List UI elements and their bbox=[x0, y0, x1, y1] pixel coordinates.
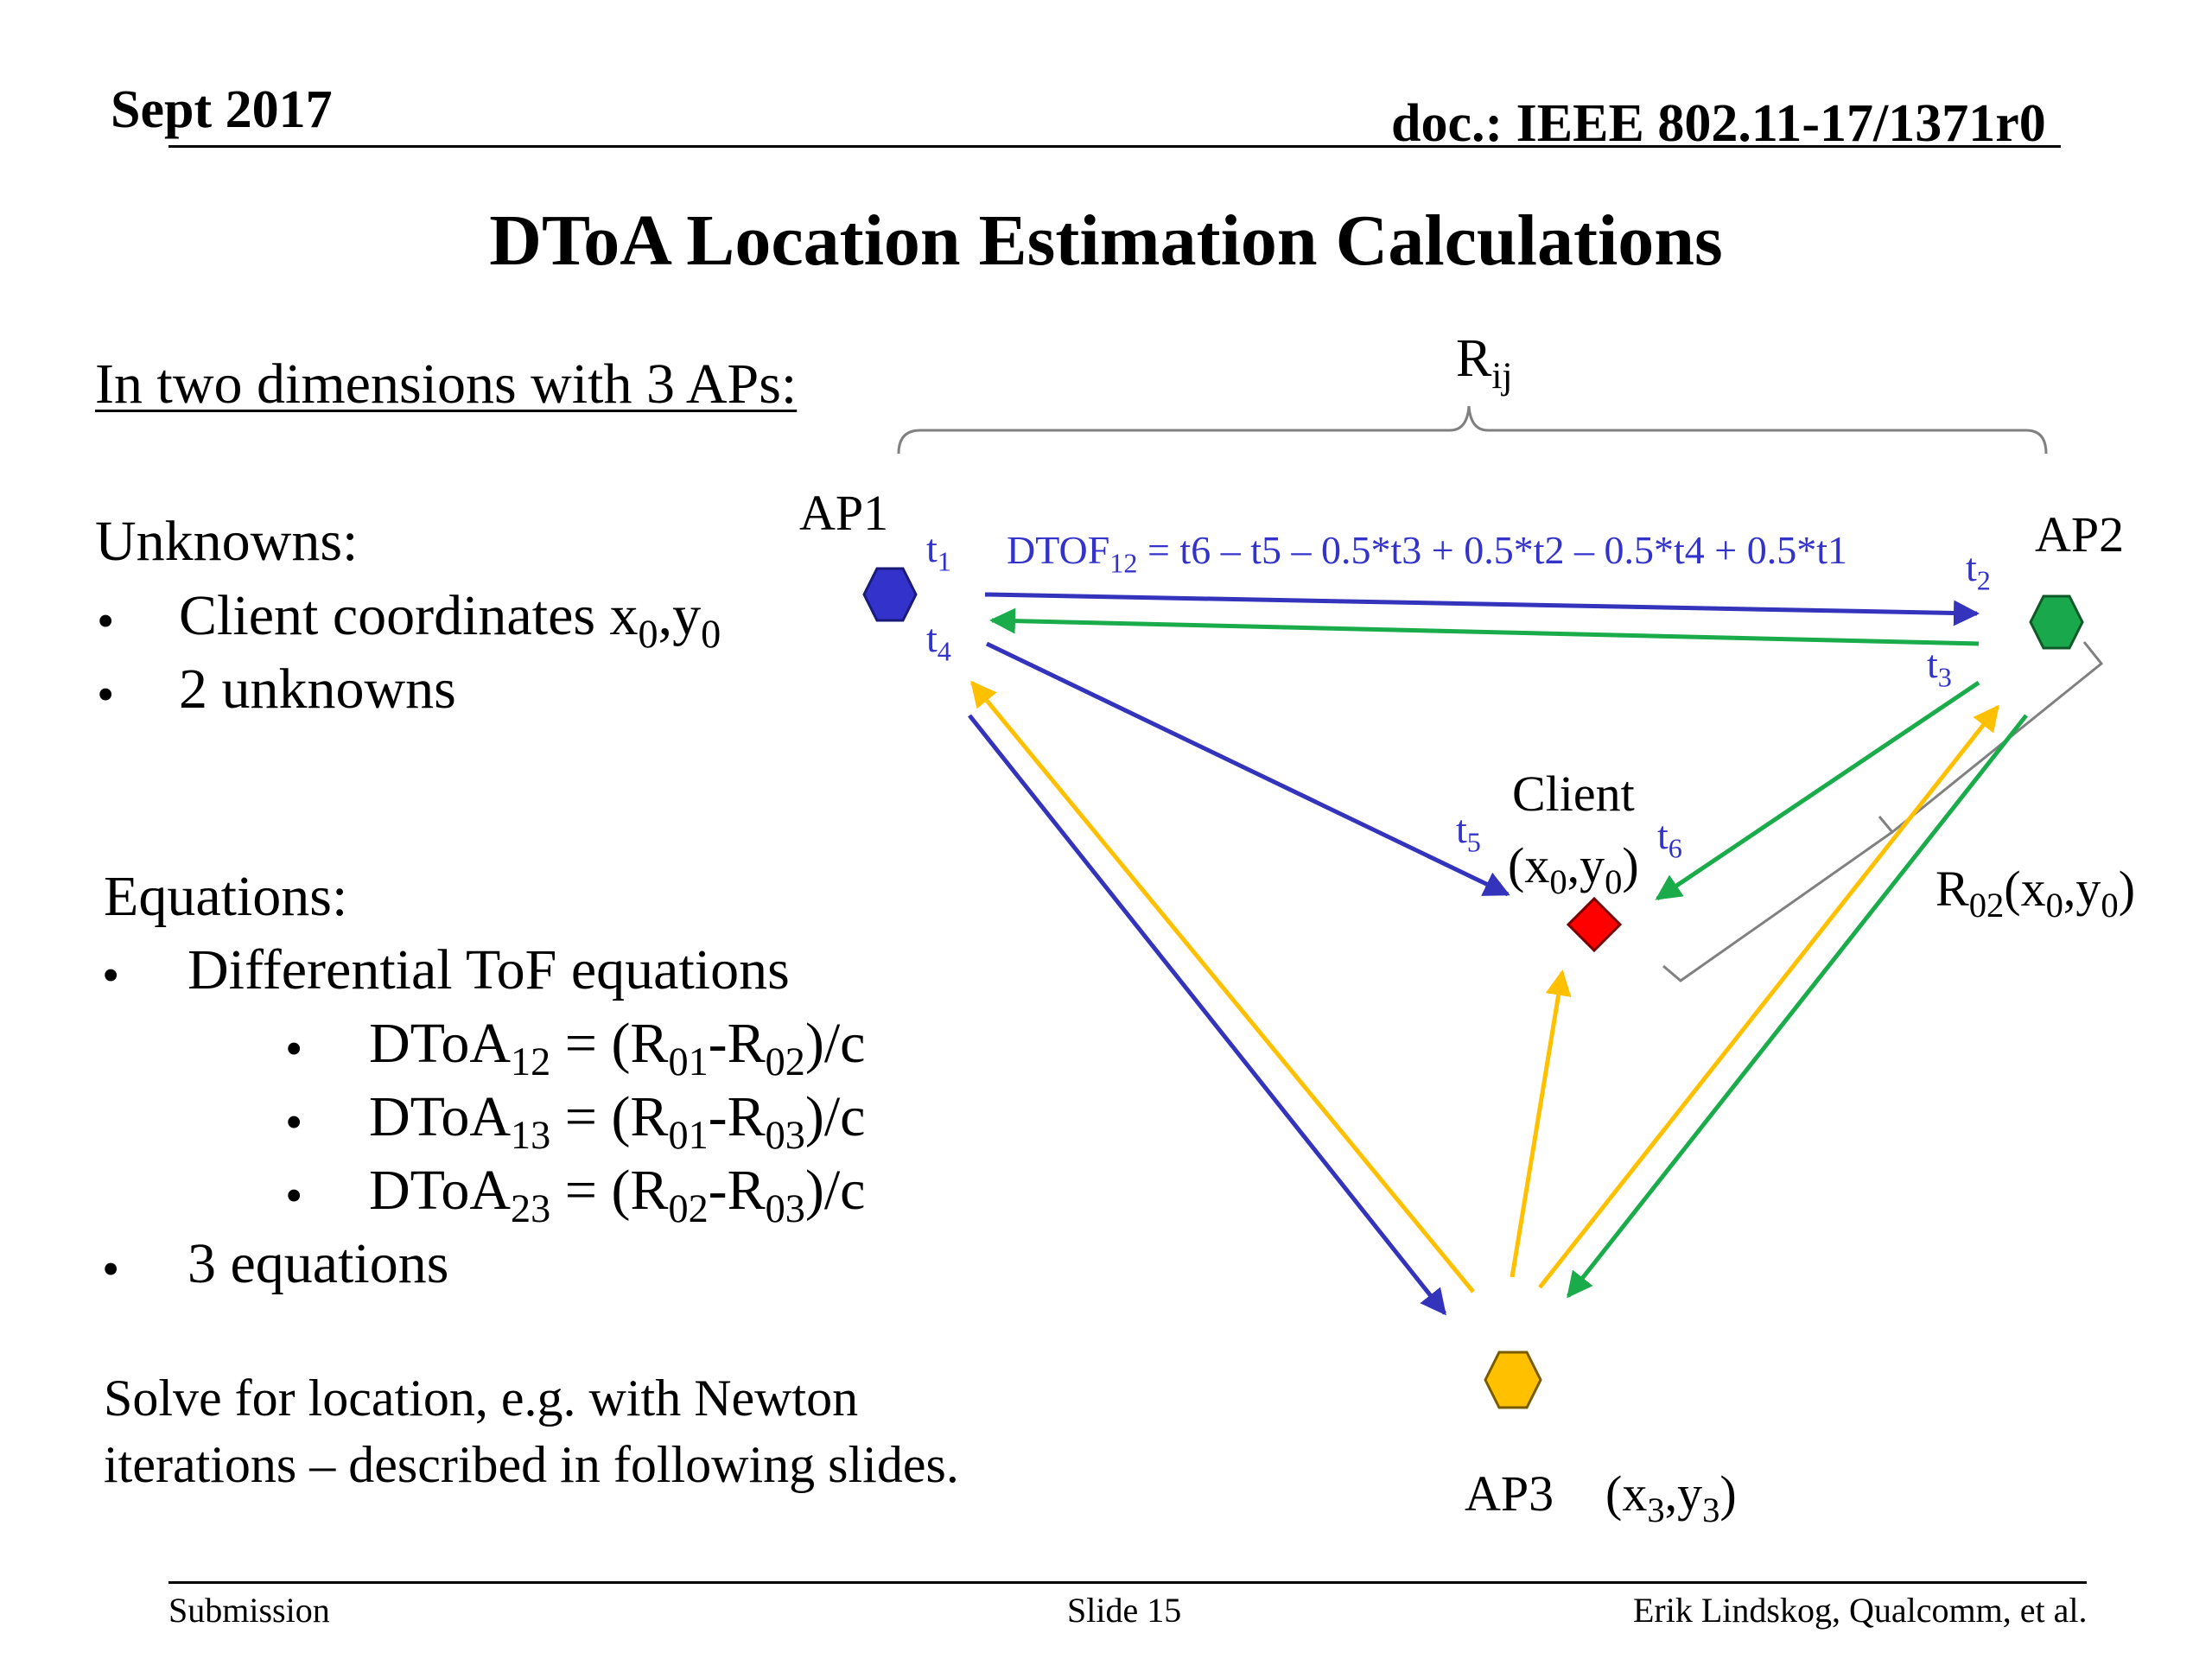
t4-label: t4 bbox=[926, 616, 951, 667]
r02-label: R02(x0,y0) bbox=[1936, 861, 2136, 925]
ap2-label: AP2 bbox=[2035, 506, 2125, 563]
slide-title: DToA Location Estimation Calculations bbox=[489, 200, 1723, 281]
t5-label: t5 bbox=[1456, 807, 1481, 858]
unknown-item-coordinates: Client coordinates x0,y0 bbox=[179, 584, 721, 656]
arrow-ap2-to-ap1 bbox=[989, 607, 1980, 646]
client-label: Client bbox=[1512, 766, 1635, 822]
unknowns-heading: Unknowns: bbox=[95, 510, 359, 573]
ap3-label: AP3 bbox=[1465, 1465, 1554, 1522]
arrow-ap1-to-ap3 bbox=[968, 714, 1446, 1316]
header-doc-id: doc.: IEEE 802.11-17/1371r0 bbox=[1391, 94, 2046, 153]
equations-heading: Equations: bbox=[104, 865, 348, 928]
t6-label: t6 bbox=[1657, 813, 1682, 864]
equation-item-dtof: Differential ToF equations bbox=[188, 938, 790, 1001]
t2-label: t2 bbox=[1966, 545, 1991, 596]
solve-text-line2: iterations – described in following slid… bbox=[104, 1436, 959, 1493]
arrow-ap3-to-client bbox=[1510, 969, 1572, 1278]
footer-slide-number: Slide 15 bbox=[1067, 1591, 1182, 1630]
bullet-dot: • bbox=[285, 1094, 303, 1150]
arrow-ap1-to-client bbox=[985, 641, 1510, 897]
footer-rule bbox=[168, 1581, 2087, 1584]
arrow-ap3-to-ap2 bbox=[1538, 704, 1999, 1289]
bullet-dot: • bbox=[102, 947, 120, 1003]
header-date: Sept 2017 bbox=[111, 80, 333, 139]
equation-item-count: 3 equations bbox=[188, 1232, 449, 1295]
unknown-item-count: 2 unknowns bbox=[179, 658, 456, 721]
intro-text: In two dimensions with 3 APs: bbox=[95, 353, 798, 416]
rij-bracket bbox=[897, 405, 2048, 454]
solve-text-line1: Solve for location, e.g. with Newton bbox=[104, 1370, 859, 1427]
t3-label: t3 bbox=[1927, 642, 1952, 693]
arrow-ap1-to-ap2 bbox=[984, 592, 1980, 626]
arrow-ap3-to-ap1 bbox=[970, 680, 1475, 1294]
ap1-label: AP1 bbox=[799, 485, 889, 541]
t1-label: t1 bbox=[926, 526, 951, 577]
client-node bbox=[1566, 896, 1623, 953]
ap2-node bbox=[2029, 594, 2084, 650]
ap3-coordinates: (x3,y3) bbox=[1605, 1465, 1737, 1529]
bullet-dot: • bbox=[285, 1167, 303, 1224]
equation-dtoa-23: DToA23 = (R02-R03)/c bbox=[369, 1159, 866, 1230]
arrow-ap2-to-client bbox=[1655, 680, 1980, 901]
bullet-dot: • bbox=[285, 1020, 303, 1077]
footer-author: Erik Lindskog, Qualcomm, et al. bbox=[1633, 1591, 2088, 1630]
bullet-dot: • bbox=[97, 593, 115, 649]
equation-dtoa-13: DToA13 = (R01-R03)/c bbox=[369, 1085, 866, 1157]
client-coordinates: (x0,y0) bbox=[1508, 837, 1639, 901]
r02-bracket bbox=[1662, 641, 2104, 982]
ap3-node bbox=[1484, 1351, 1542, 1409]
rij-label: Rij bbox=[1456, 329, 1513, 397]
bullet-dot: • bbox=[102, 1241, 120, 1297]
arrow-ap2-to-ap3 bbox=[1567, 714, 2028, 1299]
ap1-node bbox=[862, 567, 918, 622]
dtof-equation: DTOF12 = t6 – t5 – 0.5*t3 + 0.5*t2 – 0.5… bbox=[1007, 528, 1847, 579]
footer-submission: Submission bbox=[168, 1591, 330, 1630]
bullet-dot: • bbox=[97, 666, 115, 722]
header-rule bbox=[168, 145, 2061, 148]
equation-dtoa-12: DToA12 = (R01-R02)/c bbox=[369, 1012, 866, 1084]
